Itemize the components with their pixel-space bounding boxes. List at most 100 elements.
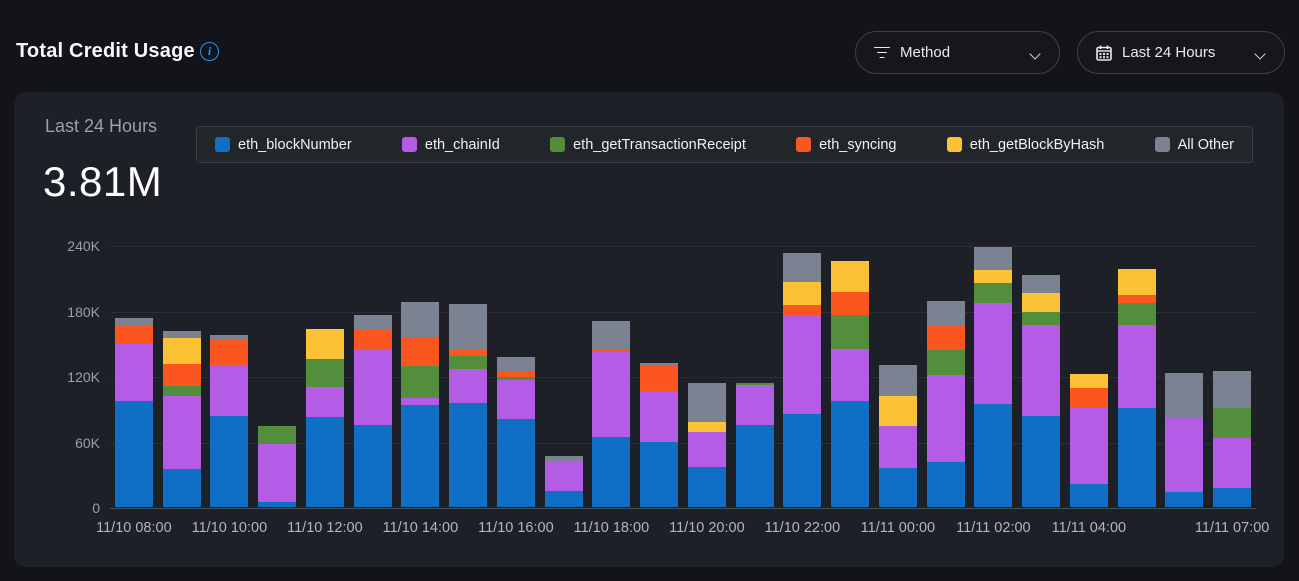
bar-segment-eth_chainId [210, 365, 249, 417]
bar-segment-eth_blockNumber [1213, 488, 1252, 507]
chevron-down-icon [1031, 48, 1041, 58]
stacked-bar-hour-13[interactable] [735, 382, 774, 507]
stacked-bar-hour-21[interactable] [1117, 269, 1156, 507]
chevron-down-icon [1256, 48, 1266, 58]
bar-segment-eth_getTransactionReceipt [401, 366, 440, 398]
bar-segment-All Other [926, 300, 965, 326]
bar-segment-eth_getBlockByHash [1022, 293, 1061, 312]
bar-segment-eth_chainId [640, 391, 679, 442]
legend-item-eth_chainId[interactable]: eth_chainId [401, 136, 500, 153]
stacked-bar-hour-9[interactable] [544, 455, 583, 507]
stacked-bar-hour-14[interactable] [783, 252, 822, 507]
bar-segment-All Other [783, 252, 822, 283]
bar-segment-eth_blockNumber [735, 425, 774, 507]
stacked-bar-hour-12[interactable] [687, 382, 726, 507]
bar-segment-eth_blockNumber [401, 405, 440, 507]
stacked-bar-hour-23[interactable] [1213, 370, 1252, 507]
info-icon[interactable]: i [200, 42, 219, 61]
stacked-bar-hour-20[interactable] [1069, 373, 1108, 507]
plot-area: 0 60K 120K 180K 240K 11/10 08:00 11/10 10:00 11… [67, 238, 1269, 536]
gridline [110, 246, 1256, 247]
legend-label: eth_blockNumber [238, 136, 352, 153]
bar-segment-eth_getTransactionReceipt [496, 377, 535, 381]
bar-segment-All Other [114, 318, 153, 325]
x-tick-label: 11/10 20:00 [669, 520, 745, 536]
stacked-bar-hour-18[interactable] [974, 247, 1013, 507]
bar-segment-eth_chainId [974, 302, 1013, 405]
stacked-bar-hour-19[interactable] [1022, 274, 1061, 507]
legend-label: eth_syncing [819, 136, 897, 153]
bar-segment-All Other [544, 455, 583, 462]
time-range-dropdown[interactable]: Last 24 Hours [1077, 31, 1285, 74]
bar-segment-All Other [878, 365, 917, 396]
bar-segment-eth_syncing [114, 324, 153, 345]
stacked-bar-hour-5[interactable] [353, 314, 392, 507]
gridline [110, 311, 1256, 313]
legend-item-eth_syncing[interactable]: eth_syncing [796, 136, 897, 153]
bar-segment-eth_blockNumber [1069, 484, 1108, 507]
bar-segment-All Other [687, 382, 726, 422]
legend-item-eth_blockNumber[interactable]: eth_blockNumber [215, 137, 352, 153]
x-tick-label: 11/11 07:00 [1194, 520, 1270, 536]
stacked-bar-hour-16[interactable] [878, 365, 917, 507]
bar-segment-eth_blockNumber [449, 403, 488, 507]
bar-segment-eth_chainId [783, 315, 822, 415]
bar-segment-eth_chainId [592, 352, 631, 438]
bar-segment-All Other [1213, 370, 1252, 408]
stacked-bar-hour-11[interactable] [640, 362, 679, 507]
x-tick-label: 11/11 04:00 [1051, 520, 1127, 536]
bar-segment-eth_getTransactionReceipt [449, 356, 488, 370]
bar-segment-eth_getBlockByHash [1117, 269, 1156, 296]
bar-segment-eth_getBlockByHash [305, 329, 344, 359]
bar-segment-eth_chainId [258, 443, 297, 502]
bar-segment-All Other [496, 357, 535, 371]
stacked-bar-hour-22[interactable] [1165, 372, 1204, 507]
stacked-bar-hour-7[interactable] [449, 303, 488, 507]
bar-segment-eth_getBlockByHash [974, 270, 1013, 284]
stacked-bar-hour-8[interactable] [496, 357, 535, 507]
bar-segment-eth_getTransactionReceipt [305, 358, 344, 387]
gridline [110, 442, 1256, 444]
bar-segment-eth_chainId [687, 431, 726, 467]
method-filter-dropdown[interactable]: Method [855, 31, 1060, 74]
bar-segment-eth_getBlockByHash [1069, 373, 1108, 389]
legend-item-All Other[interactable]: All Other [1154, 137, 1234, 153]
stacked-bar-hour-15[interactable] [831, 261, 870, 507]
bar-segment-eth_blockNumber [592, 437, 631, 507]
x-tick-label: 11/11 02:00 [956, 520, 1031, 536]
x-tick-label: 11/10 08:00 [96, 520, 172, 536]
usage-chart-card: Last 24 Hours 3.81M eth_blockNumber eth_c… [14, 92, 1284, 567]
legend-swatch-icon [1154, 137, 1170, 152]
bar-segment-eth_blockNumber [831, 401, 870, 507]
legend-item-eth_getBlockByHash[interactable]: eth_getBlockByHash [946, 137, 1104, 153]
legend-label: eth_chainId [424, 136, 500, 153]
y-tick-label: 180K [67, 303, 100, 320]
bar-segment-eth_syncing [162, 364, 201, 386]
bar-segment-eth_syncing [926, 325, 965, 350]
bar-segment-All Other [640, 362, 679, 366]
x-tick-label: 11/10 22:00 [764, 520, 841, 536]
gridline [110, 377, 1256, 378]
stacked-bar-hour-2[interactable] [210, 334, 249, 507]
bar-segment-eth_chainId [544, 461, 583, 491]
bar-segment-eth_blockNumber [353, 425, 392, 507]
stacked-bar-hour-1[interactable] [162, 331, 201, 507]
bar-segment-eth_chainId [831, 348, 870, 402]
stacked-bar-hour-0[interactable] [114, 318, 153, 507]
stacked-bar-hour-10[interactable] [592, 321, 631, 507]
bar-segment-eth_blockNumber [210, 416, 249, 507]
stacked-bar-hour-4[interactable] [305, 329, 344, 507]
legend-item-eth_getTransactionReceipt[interactable]: eth_getTransactionReceipt [550, 137, 746, 153]
stacked-bar-hour-3[interactable] [258, 426, 297, 507]
bar-segment-eth_getTransactionReceipt [926, 349, 965, 375]
method-filter-label: Method [900, 44, 951, 61]
bar-segment-eth_getBlockByHash [878, 395, 917, 427]
stacked-bar-hour-6[interactable] [401, 301, 440, 507]
bar-segment-eth_blockNumber [974, 404, 1013, 507]
stacked-bar-hour-17[interactable] [926, 300, 965, 507]
bar-segment-eth_syncing [496, 370, 535, 378]
bar-segment-eth_chainId [1069, 407, 1108, 485]
bar-segment-eth_chainId [1117, 324, 1156, 408]
bar-segment-eth_getBlockByHash [783, 282, 822, 306]
page-title: Total Credit Usage [16, 40, 195, 62]
